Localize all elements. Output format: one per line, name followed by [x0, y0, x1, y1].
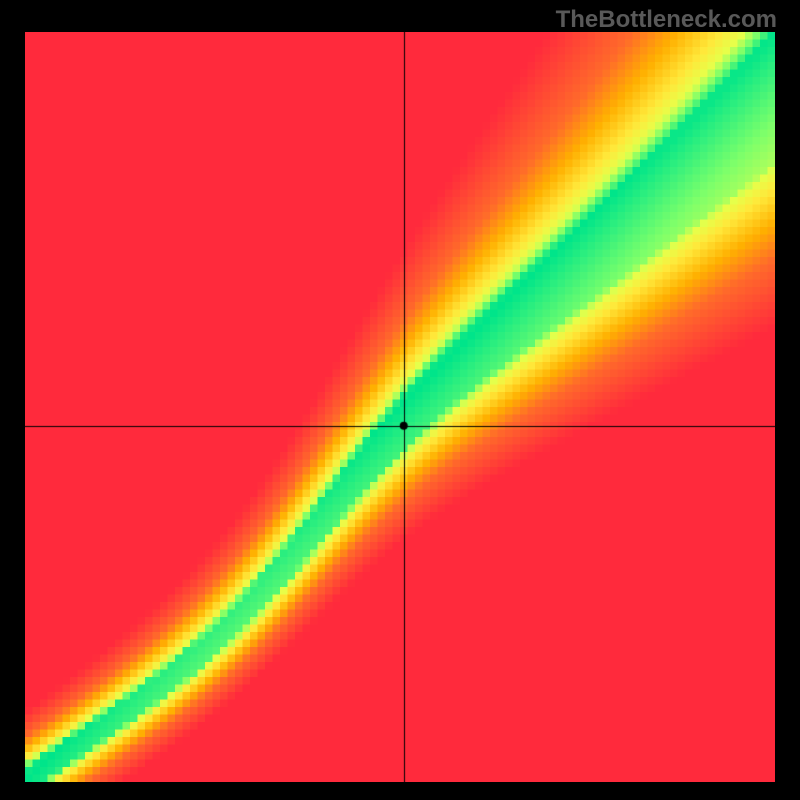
watermark-label: TheBottleneck.com — [556, 6, 777, 34]
crosshair-overlay — [25, 32, 775, 782]
chart-container: TheBottleneck.com — [0, 0, 800, 800]
